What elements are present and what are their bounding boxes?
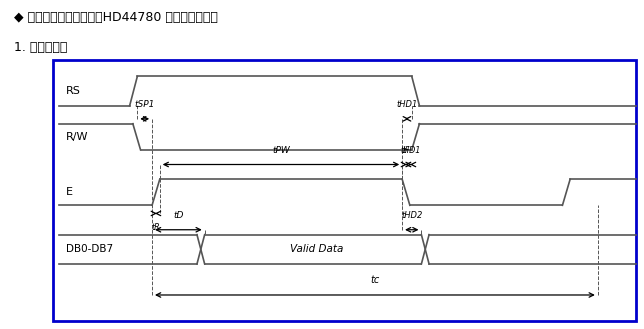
Text: Valid Data: Valid Data xyxy=(290,244,343,254)
Text: tHD2: tHD2 xyxy=(401,211,422,220)
Text: ◆ 控制器接口時序說明（HD44780 及兼容芯片）：: ◆ 控制器接口時序說明（HD44780 及兼容芯片）： xyxy=(14,11,218,24)
Text: R/W: R/W xyxy=(66,132,88,142)
Text: tHD1: tHD1 xyxy=(396,100,418,109)
Text: tc: tc xyxy=(370,275,379,285)
Text: RS: RS xyxy=(66,86,80,96)
Text: tHD1: tHD1 xyxy=(401,146,421,155)
Text: tF: tF xyxy=(402,146,410,155)
Text: tPW: tPW xyxy=(272,146,290,155)
Text: 1. 讀操作時序: 1. 讀操作時序 xyxy=(14,40,68,54)
Text: tD: tD xyxy=(173,211,184,220)
Text: E: E xyxy=(66,187,73,197)
Text: tSP1: tSP1 xyxy=(135,100,155,109)
FancyBboxPatch shape xyxy=(53,60,636,321)
Text: tR: tR xyxy=(151,223,160,232)
Text: DB0-DB7: DB0-DB7 xyxy=(66,244,113,254)
